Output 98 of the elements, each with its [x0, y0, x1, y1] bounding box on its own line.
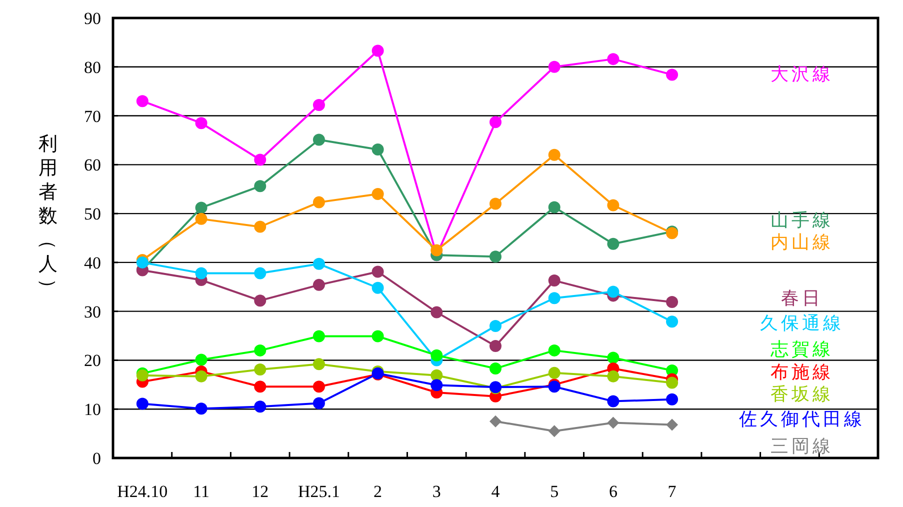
x-tick-label: 7	[668, 482, 677, 501]
y-tick-label: 10	[84, 400, 101, 420]
x-tick-label: H24.10	[117, 482, 168, 501]
text: 志賀線	[770, 339, 834, 359]
point	[490, 415, 502, 428]
point	[372, 266, 384, 278]
point	[372, 144, 384, 156]
point	[254, 400, 266, 413]
x-tick-label: 12	[252, 482, 269, 501]
point	[195, 354, 208, 366]
point	[607, 370, 620, 382]
y-tick-label: 0	[92, 449, 101, 468]
point	[607, 395, 620, 408]
point	[136, 95, 148, 108]
text: 久保通線	[760, 313, 844, 333]
point	[607, 416, 620, 429]
point	[372, 282, 384, 294]
point	[490, 250, 502, 263]
point	[490, 340, 502, 352]
point	[312, 397, 325, 410]
point	[607, 199, 620, 212]
text: 布施線	[770, 362, 834, 382]
point	[548, 366, 560, 379]
point	[607, 53, 620, 66]
point	[490, 116, 502, 128]
x-tick-label: 11	[193, 482, 210, 501]
text: 大沢線	[770, 64, 834, 84]
x-tick-label: 3	[432, 482, 441, 501]
text: 内山線	[770, 232, 834, 252]
point	[548, 292, 560, 304]
point	[312, 258, 325, 270]
point	[136, 398, 148, 410]
point	[195, 267, 208, 280]
point	[195, 117, 208, 130]
point	[607, 286, 620, 298]
x-tick-label: 6	[608, 482, 618, 501]
point	[490, 362, 502, 375]
y-tick-label: 20	[84, 351, 101, 370]
y-axis-title: 利用者数（人）	[37, 134, 58, 298]
point	[254, 294, 266, 307]
point	[607, 238, 620, 250]
point	[548, 148, 560, 161]
y-tick-label: 60	[84, 156, 101, 175]
point	[195, 202, 208, 214]
point	[195, 212, 208, 225]
point	[195, 402, 208, 415]
y-tick-label: 40	[84, 253, 101, 272]
point	[548, 60, 560, 73]
text: 春日	[781, 288, 823, 308]
point	[136, 256, 148, 268]
point	[666, 376, 678, 389]
point	[666, 418, 678, 431]
point	[430, 306, 443, 318]
point	[430, 244, 443, 256]
point	[312, 196, 325, 208]
point	[372, 330, 384, 342]
y-tick-label: 50	[84, 204, 101, 224]
point	[666, 296, 678, 308]
point	[254, 380, 266, 393]
y-tick-label: 70	[84, 106, 101, 126]
point	[312, 358, 325, 370]
point	[548, 425, 560, 438]
point	[254, 154, 266, 166]
point	[254, 220, 266, 233]
point	[430, 379, 443, 392]
point	[372, 188, 384, 200]
x-tick-label: H25.1	[298, 482, 340, 501]
point	[254, 180, 266, 192]
point	[312, 380, 325, 393]
point	[312, 134, 325, 146]
y-tick-label: 30	[84, 302, 101, 322]
point	[254, 267, 266, 280]
x-tick-label: 2	[374, 482, 382, 501]
point	[254, 364, 266, 376]
text: 山手線	[770, 210, 834, 230]
point	[548, 274, 560, 287]
point	[490, 320, 502, 332]
point	[372, 44, 384, 57]
y-tick-label: 80	[84, 58, 101, 77]
point	[548, 201, 560, 214]
point	[312, 278, 325, 291]
text: 三岡線	[770, 436, 834, 456]
point	[490, 198, 502, 210]
x-tick-label: 4	[491, 482, 500, 501]
point	[666, 316, 678, 328]
x-tick-label: 5	[550, 482, 559, 501]
y-tick-label: 90	[84, 9, 101, 28]
point	[254, 344, 266, 356]
point	[312, 99, 325, 112]
text: 佐久御代田線	[739, 409, 865, 429]
point	[666, 68, 678, 81]
point	[607, 352, 620, 364]
point	[312, 330, 325, 342]
point	[548, 344, 560, 356]
point	[195, 370, 208, 382]
point	[430, 349, 443, 362]
text: 香坂線	[770, 384, 834, 404]
point	[666, 393, 678, 406]
